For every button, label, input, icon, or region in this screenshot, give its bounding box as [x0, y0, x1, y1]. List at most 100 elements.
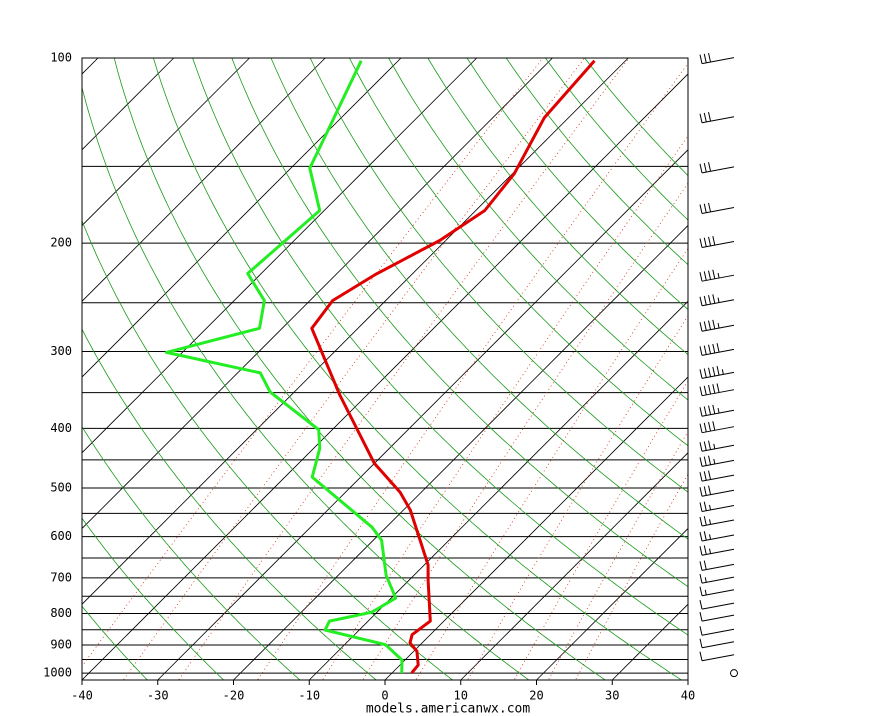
barb-feather	[699, 113, 703, 123]
isotherm	[611, 603, 688, 680]
barb-feather	[703, 422, 707, 432]
dry-adiabat	[505, 58, 688, 266]
wind-barb	[699, 501, 735, 513]
barb-feather	[708, 421, 712, 432]
wind-barb	[699, 638, 735, 649]
barb-feather	[708, 320, 712, 330]
mixing-ratio-line	[322, 135, 688, 680]
barb-feather	[708, 344, 712, 354]
mixing-ratio-line	[362, 182, 688, 680]
barb-feather	[699, 407, 703, 417]
x-tick-label: -40	[71, 689, 93, 703]
barb-feather	[709, 519, 712, 525]
barb-feather	[708, 485, 712, 495]
barb-feather	[699, 386, 703, 396]
background-lines	[82, 58, 688, 680]
isotherm	[82, 58, 553, 530]
wind-barb	[699, 440, 735, 452]
barb-feather	[708, 470, 712, 480]
barb-feather	[708, 162, 712, 172]
barb-feather	[699, 546, 703, 556]
barb-feather	[712, 319, 716, 329]
plot-frame	[81, 57, 689, 681]
dry-adiabat	[388, 58, 688, 401]
isotherm	[82, 58, 629, 605]
barb-staff	[701, 409, 735, 417]
barb-feather	[699, 638, 703, 648]
wind-barb	[699, 112, 735, 124]
dry-adiabat	[309, 58, 688, 493]
barb-feather	[699, 238, 703, 248]
isotherm	[82, 58, 402, 378]
barb-feather	[699, 296, 703, 306]
barb-feather	[699, 531, 703, 542]
barb-staff	[701, 654, 735, 662]
barb-feather	[703, 441, 707, 451]
barb-staff	[701, 519, 735, 527]
barb-staff	[701, 505, 735, 513]
barb-feather	[708, 367, 712, 377]
y-tick-label: 1000	[43, 666, 72, 680]
barb-feather	[721, 369, 724, 375]
x-tick-label: 30	[605, 689, 619, 703]
x-tick-label: -30	[147, 689, 169, 703]
x-tick-label: 40	[681, 689, 695, 703]
barb-feather	[703, 545, 707, 555]
barb-feather	[699, 369, 703, 379]
barb-feather	[703, 456, 707, 466]
barb-feather	[699, 651, 703, 661]
barb-staff	[701, 548, 735, 556]
dry-adiabat	[427, 58, 688, 356]
barb-feather	[708, 52, 712, 63]
wind-barb	[699, 574, 735, 584]
dry-adiabat	[152, 58, 683, 680]
barb-feather	[708, 440, 712, 450]
barb-feather	[703, 368, 707, 378]
y-tick-label: 400	[50, 421, 72, 435]
y-tick-label: 300	[50, 344, 72, 358]
wind-barb	[699, 404, 735, 417]
x-tick-label: -10	[298, 689, 320, 703]
dry-adiabat	[82, 426, 301, 680]
barb-staff	[701, 348, 735, 356]
barb-feather	[716, 383, 720, 393]
barb-staff	[701, 474, 735, 482]
barb-feather	[699, 442, 703, 452]
isotherm	[536, 527, 688, 680]
barb-feather	[703, 501, 707, 511]
barb-feather	[712, 294, 716, 304]
dry-adiabat	[584, 58, 688, 177]
barb-staff	[701, 166, 735, 174]
barb-feather	[699, 586, 703, 596]
barb-feather	[703, 271, 707, 281]
barb-feather	[703, 516, 707, 526]
barb-staff	[701, 489, 735, 497]
y-tick-label: 900	[50, 637, 72, 651]
dry-adiabat	[82, 328, 377, 680]
barb-feather	[699, 626, 703, 636]
barb-feather	[703, 385, 707, 395]
barb-staff	[701, 274, 735, 282]
barb-feather	[717, 407, 720, 414]
wind-barb	[699, 421, 735, 434]
barb-feather	[699, 472, 703, 482]
wind-barb	[699, 269, 735, 282]
isotherm	[82, 58, 175, 151]
barb-feather	[709, 548, 712, 554]
wind-barb	[699, 651, 735, 662]
isotherm	[460, 452, 688, 680]
y-tick-label: 200	[50, 236, 72, 250]
x-tick-label: -20	[223, 689, 245, 703]
barb-feather	[704, 577, 707, 583]
barb-feather	[699, 346, 703, 356]
profile-line	[165, 60, 404, 674]
barb-feather	[716, 343, 720, 353]
wind-barb	[699, 612, 735, 622]
y-tick-label: 600	[50, 529, 72, 543]
y-tick-label: 700	[50, 570, 72, 584]
barb-feather	[703, 321, 707, 331]
barb-feather	[708, 405, 712, 415]
barb-staff	[701, 628, 735, 636]
barb-feather	[703, 406, 707, 416]
